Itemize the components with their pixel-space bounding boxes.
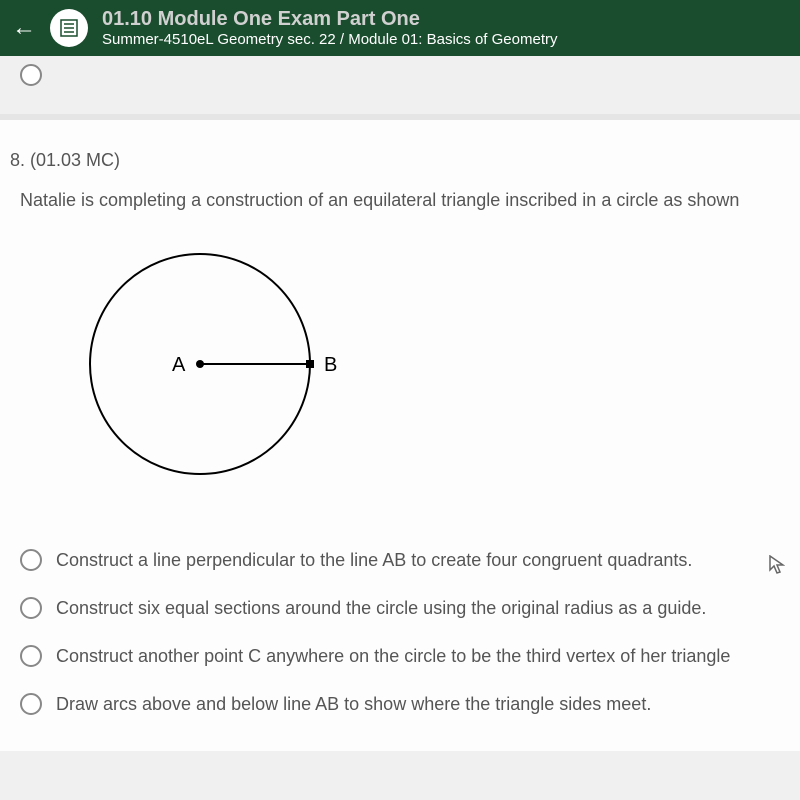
option-a[interactable]: Construct a line perpendicular to the li… [20, 549, 790, 571]
radio-b[interactable] [20, 597, 42, 619]
radio-d[interactable] [20, 693, 42, 715]
svg-text:A: A [172, 354, 186, 376]
question-text: Natalie is completing a construction of … [10, 187, 790, 214]
svg-text:B: B [324, 354, 337, 376]
module-icon [50, 9, 88, 47]
option-b-text: Construct six equal sections around the … [56, 598, 706, 619]
header-title: 01.10 Module One Exam Part One [102, 8, 557, 31]
prev-question-radio[interactable] [20, 64, 42, 86]
option-c[interactable]: Construct another point C anywhere on th… [20, 645, 790, 667]
option-d-text: Draw arcs above and below line AB to sho… [56, 694, 651, 715]
back-arrow-icon[interactable]: ← [12, 14, 36, 42]
question-content: 8. (01.03 MC) Natalie is completing a co… [0, 120, 800, 751]
geometry-figure: A B [70, 244, 790, 499]
radio-c[interactable] [20, 645, 42, 667]
cursor-icon [769, 555, 785, 580]
answer-options: Construct a line perpendicular to the li… [10, 539, 790, 715]
question-number: 8. (01.03 MC) [10, 150, 790, 171]
header-subtitle: Summer-4510eL Geometry sec. 22 / Module … [102, 31, 557, 48]
header-text-block: 01.10 Module One Exam Part One Summer-45… [102, 8, 557, 48]
radio-a[interactable] [20, 549, 42, 571]
option-a-text: Construct a line perpendicular to the li… [56, 550, 692, 571]
option-c-text: Construct another point C anywhere on th… [56, 646, 730, 667]
circle-diagram: A B [70, 244, 360, 494]
app-header: ← 01.10 Module One Exam Part One Summer-… [0, 0, 800, 56]
option-d[interactable]: Draw arcs above and below line AB to sho… [20, 693, 790, 715]
option-b[interactable]: Construct six equal sections around the … [20, 597, 790, 619]
